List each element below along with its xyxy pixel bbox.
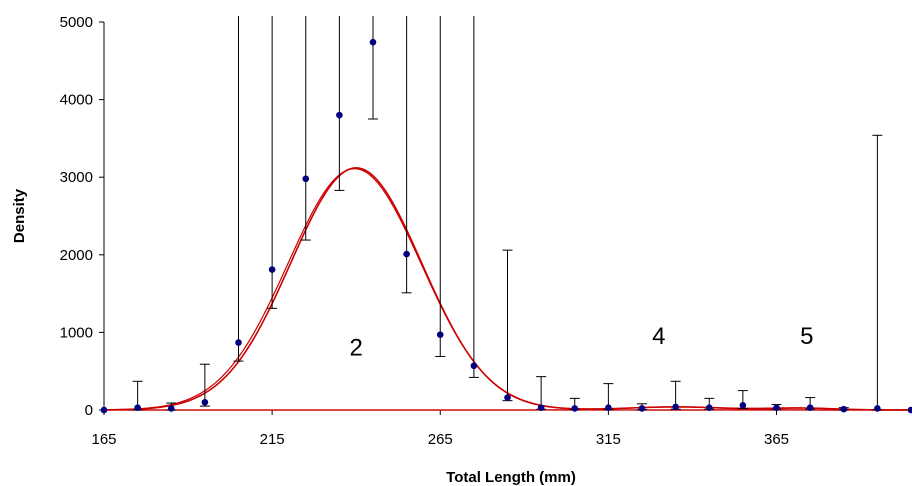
x-tick-label: 265 [428,431,453,448]
cohort-label: 4 [652,323,665,350]
y-tick-label: 2000 [60,247,93,264]
y-axis-title: Density [11,188,28,243]
data-point [470,362,478,370]
axes [99,21,911,415]
tick-labels: 0 1000 2000 3000 4000 5000 165 215 265 315 365 [60,14,789,448]
data-point [840,405,848,413]
y-tick-label: 5000 [60,14,93,31]
data-point [504,394,511,401]
x-tick-label: 215 [260,431,285,448]
annotations: 2 4 5 [350,323,814,362]
data-point [369,38,377,46]
x-tick-label: 165 [91,431,116,448]
y-tick-label: 3000 [60,169,93,186]
data-point [672,403,679,411]
cohort-label: 5 [800,323,813,350]
y-tick-label: 0 [85,402,93,419]
data-point [773,404,780,411]
data-point [436,331,444,339]
data-point [235,339,242,346]
data-point [571,405,579,412]
data-point [537,404,545,411]
data-point [605,404,612,411]
data-point [806,404,814,411]
x-tick-label: 315 [596,431,621,448]
y-tick-label: 1000 [60,324,93,341]
data-point [134,404,141,411]
data-point [336,111,343,119]
data-point [403,250,410,258]
data-point [739,402,747,409]
data-point [302,175,310,183]
data-points [100,38,912,414]
data-point [907,406,912,414]
data-point [167,405,175,412]
data-point [874,405,881,412]
cohort-label: 2 [350,335,363,362]
error-bars [132,16,883,411]
data-point [201,398,209,406]
x-tick-label: 365 [764,431,789,448]
data-point [638,405,646,412]
data-point [100,406,108,414]
x-axis-title: Total Length (mm) [446,469,576,486]
y-tick-label: 4000 [60,92,93,109]
data-point [705,404,713,411]
data-point [268,266,276,273]
